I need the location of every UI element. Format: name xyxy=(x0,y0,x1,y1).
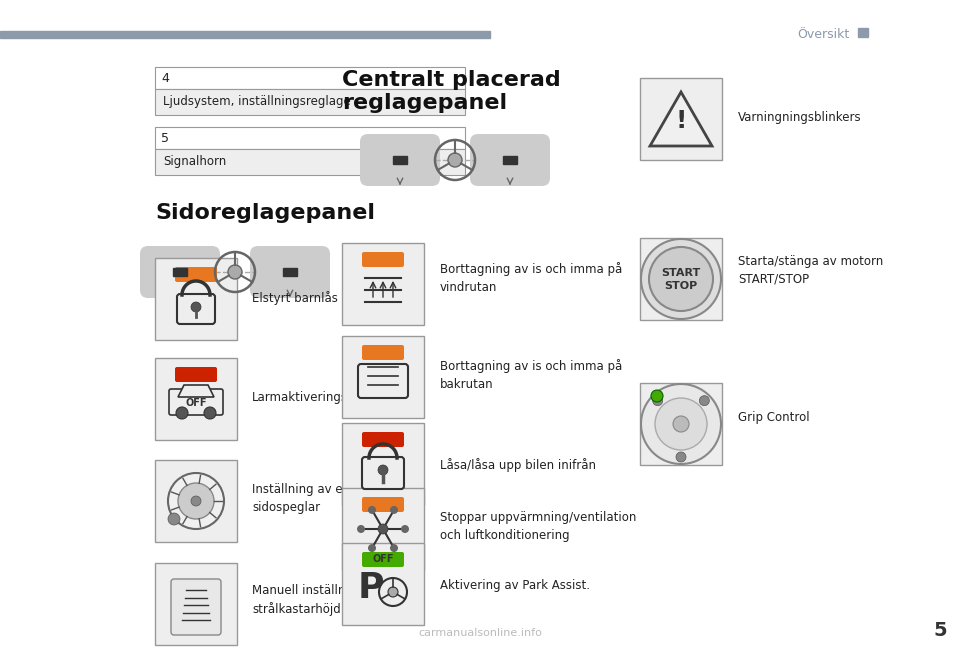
Circle shape xyxy=(368,506,376,514)
Text: Manuell inställning av
strålkastarhöjd: Manuell inställning av strålkastarhöjd xyxy=(252,583,382,617)
Circle shape xyxy=(204,407,216,419)
FancyBboxPatch shape xyxy=(175,367,217,382)
Bar xyxy=(858,28,868,37)
Bar xyxy=(503,156,517,164)
FancyBboxPatch shape xyxy=(177,294,215,324)
Text: Inställning av elstyrda
sidospeglar: Inställning av elstyrda sidospeglar xyxy=(252,482,383,513)
Text: Låsa/låsa upp bilen inifrån: Låsa/låsa upp bilen inifrån xyxy=(440,458,596,472)
Circle shape xyxy=(191,496,201,506)
Bar xyxy=(342,336,424,418)
Bar xyxy=(640,78,722,160)
FancyBboxPatch shape xyxy=(470,134,550,186)
Text: Borttagning av is och imma på
bakrutan: Borttagning av is och imma på bakrutan xyxy=(440,359,622,391)
FancyBboxPatch shape xyxy=(362,552,404,567)
Bar xyxy=(640,238,722,320)
Circle shape xyxy=(168,473,224,529)
Circle shape xyxy=(673,416,689,432)
FancyBboxPatch shape xyxy=(250,246,330,298)
FancyBboxPatch shape xyxy=(358,364,408,398)
Text: !: ! xyxy=(675,109,686,133)
FancyBboxPatch shape xyxy=(169,389,223,415)
Circle shape xyxy=(357,525,365,533)
Text: Aktivering av Park Assist.: Aktivering av Park Assist. xyxy=(440,578,590,591)
Text: START: START xyxy=(661,268,701,278)
Circle shape xyxy=(191,302,201,312)
Text: Översikt: Översikt xyxy=(798,28,850,41)
Bar xyxy=(283,268,297,276)
Bar xyxy=(342,543,424,625)
Text: Elstyrt barnlås: Elstyrt barnlås xyxy=(252,291,338,305)
Text: Ljudsystem, inställningsreglage: Ljudsystem, inställningsreglage xyxy=(163,95,350,108)
Text: 4: 4 xyxy=(161,71,169,84)
Text: Centralt placerad: Centralt placerad xyxy=(342,70,561,90)
FancyBboxPatch shape xyxy=(175,267,217,282)
Circle shape xyxy=(176,407,188,419)
FancyBboxPatch shape xyxy=(362,345,404,360)
Bar xyxy=(155,563,237,645)
Text: Larmaktiveringslampa: Larmaktiveringslampa xyxy=(252,391,385,404)
Polygon shape xyxy=(650,92,712,146)
Bar xyxy=(342,423,424,505)
Circle shape xyxy=(653,396,662,406)
Circle shape xyxy=(651,390,663,402)
Text: Varningningsblinkers: Varningningsblinkers xyxy=(738,112,862,125)
Bar xyxy=(155,358,237,440)
Bar xyxy=(155,127,465,149)
Circle shape xyxy=(378,524,388,534)
Text: 5: 5 xyxy=(933,622,947,641)
Circle shape xyxy=(368,544,376,552)
Text: P: P xyxy=(358,571,384,605)
Text: Grip Control: Grip Control xyxy=(738,411,809,424)
Text: Starta/stänga av motorn
START/STOP: Starta/stänga av motorn START/STOP xyxy=(738,254,883,286)
Bar xyxy=(640,383,722,465)
Text: carmanualsonline.info: carmanualsonline.info xyxy=(418,628,542,638)
Circle shape xyxy=(228,265,242,279)
Circle shape xyxy=(168,513,180,525)
Text: OFF: OFF xyxy=(372,554,394,564)
FancyBboxPatch shape xyxy=(140,246,220,298)
Circle shape xyxy=(401,525,409,533)
Bar xyxy=(173,268,187,276)
Circle shape xyxy=(641,239,721,319)
Text: STOP: STOP xyxy=(664,281,698,291)
FancyBboxPatch shape xyxy=(360,134,440,186)
Circle shape xyxy=(649,247,713,311)
FancyBboxPatch shape xyxy=(362,497,404,512)
Bar xyxy=(155,149,465,175)
Polygon shape xyxy=(178,385,214,397)
FancyBboxPatch shape xyxy=(171,579,221,635)
Text: Sidoreglagepanel: Sidoreglagepanel xyxy=(155,203,375,223)
Text: Signalhorn: Signalhorn xyxy=(163,156,227,169)
Bar xyxy=(155,460,237,542)
Text: 5: 5 xyxy=(161,132,169,145)
FancyBboxPatch shape xyxy=(362,457,404,489)
Circle shape xyxy=(641,384,721,464)
Circle shape xyxy=(390,544,398,552)
Circle shape xyxy=(390,506,398,514)
Text: OFF: OFF xyxy=(185,398,206,408)
FancyBboxPatch shape xyxy=(362,432,404,447)
Bar xyxy=(393,156,407,164)
Text: Borttagning av is och imma på
vindrutan: Borttagning av is och imma på vindrutan xyxy=(440,262,622,294)
Circle shape xyxy=(676,452,686,462)
Circle shape xyxy=(655,398,707,450)
Bar xyxy=(155,67,465,89)
Circle shape xyxy=(699,396,709,406)
Circle shape xyxy=(178,483,214,519)
Bar xyxy=(0,31,490,38)
Bar xyxy=(342,243,424,325)
Text: reglagepanel: reglagepanel xyxy=(342,93,507,113)
Bar xyxy=(155,258,237,340)
FancyBboxPatch shape xyxy=(362,252,404,267)
Circle shape xyxy=(448,153,462,167)
Circle shape xyxy=(388,587,398,597)
Bar xyxy=(155,89,465,115)
Text: Stoppar uppvärmning/ventilation
och luftkonditionering: Stoppar uppvärmning/ventilation och luft… xyxy=(440,511,636,543)
Circle shape xyxy=(378,465,388,475)
Bar xyxy=(342,488,424,570)
